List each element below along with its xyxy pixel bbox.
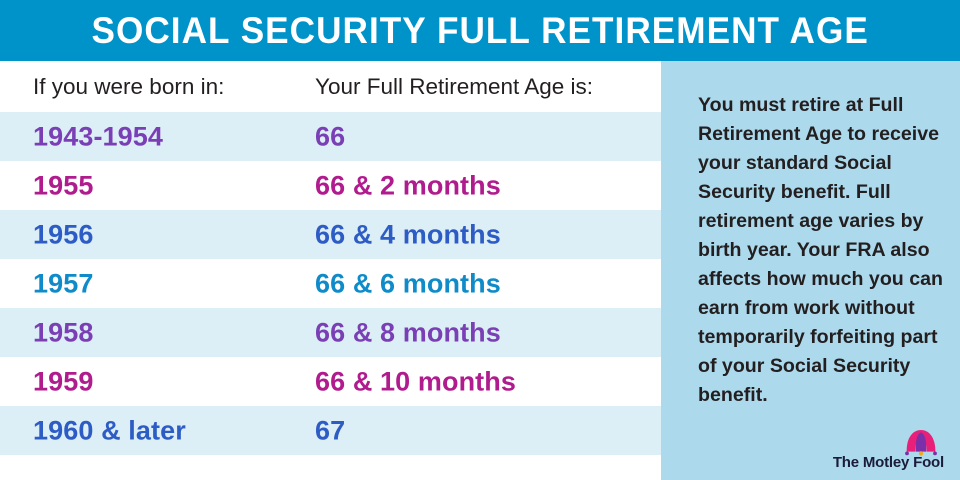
table-header-row: If you were born in: Your Full Retiremen… xyxy=(0,61,661,112)
table-row: 1958 66 & 8 months xyxy=(0,308,661,357)
sidebar-note-text: You must retire at Full Retirement Age t… xyxy=(698,94,943,406)
table-row: 1960 & later 67 xyxy=(0,406,661,455)
cell-retirement-age: 66 & 8 months xyxy=(315,317,501,347)
table-row: 1943-1954 66 xyxy=(0,112,661,161)
page-title: Social Security Full Retirement Age xyxy=(91,10,869,51)
brand-logo: The Motley Fool xyxy=(826,430,946,472)
brand-wordmark: The Motley Fool xyxy=(832,454,944,471)
cell-birth-year: 1959 xyxy=(33,366,94,396)
jester-hat-icon xyxy=(905,430,937,456)
table-row: 1956 66 & 4 months xyxy=(0,210,661,259)
cell-retirement-age: 66 & 6 months xyxy=(315,268,501,298)
cell-retirement-age: 66 xyxy=(315,121,346,151)
cell-birth-year: 1955 xyxy=(33,170,94,200)
retirement-age-table: If you were born in: Your Full Retiremen… xyxy=(0,61,661,480)
table-row: 1959 66 & 10 months xyxy=(0,357,661,406)
title-bar: Social Security Full Retirement Age xyxy=(0,0,960,61)
body-area: If you were born in: Your Full Retiremen… xyxy=(0,61,960,480)
cell-birth-year: 1957 xyxy=(33,268,94,298)
cell-birth-year: 1958 xyxy=(33,317,94,347)
sidebar-note-panel: You must retire at Full Retirement Age t… xyxy=(661,61,960,480)
table-body: 1943-1954 66 1955 66 & 2 months 1956 66 & 4 m… xyxy=(0,112,661,455)
table-row: 1957 66 & 6 months xyxy=(0,259,661,308)
table-row: 1955 66 & 2 months xyxy=(0,161,661,210)
cell-retirement-age: 66 & 10 months xyxy=(315,366,516,396)
column-header-birth-year: If you were born in: xyxy=(33,73,225,99)
cell-retirement-age: 67 xyxy=(315,415,346,445)
cell-birth-year: 1960 & later xyxy=(33,415,186,445)
cell-birth-year: 1956 xyxy=(33,219,94,249)
cell-retirement-age: 66 & 4 months xyxy=(315,219,501,249)
column-header-retirement-age: Your Full Retirement Age is: xyxy=(315,73,594,99)
cell-retirement-age: 66 & 2 months xyxy=(315,170,501,200)
cell-birth-year: 1943-1954 xyxy=(33,121,164,151)
